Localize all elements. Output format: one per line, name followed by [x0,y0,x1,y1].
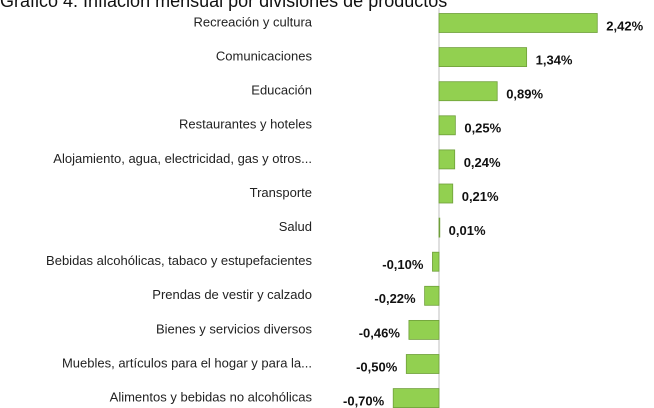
value-label: 1,34% [536,53,573,68]
chart-title: Gráfico 4. Inflación mensual por divisio… [0,0,447,11]
bar [432,251,440,272]
category-label: Transporte [250,185,312,200]
category-label: Alojamiento, agua, electricidad, gas y o… [53,151,312,166]
bar [438,47,528,67]
bar [438,149,456,170]
value-label: 2,42% [606,18,643,33]
value-label: 0,01% [449,223,486,238]
bar [405,354,440,374]
category-label: Recreación y cultura [194,14,313,29]
bar [408,319,440,340]
bar [438,115,456,136]
value-label: 0,89% [506,87,543,102]
bar [438,183,454,204]
value-label: 0,21% [462,189,499,204]
category-label: Comunicaciones [216,49,313,64]
category-label: Muebles, artículos para el hogar y para … [62,355,312,370]
value-label: 0,24% [464,155,501,170]
bar [424,285,440,306]
value-label: -0,70% [343,394,385,408]
value-label: 0,25% [464,121,501,136]
category-label: Educación [251,83,312,98]
category-label: Restaurantes y hoteles [179,117,312,132]
category-label: Bebidas alcohólicas, tabaco y estupefaci… [46,253,312,268]
bar [392,388,440,408]
value-label: -0,46% [359,325,401,340]
category-label: Bienes y servicios diversos [156,321,313,336]
value-label: -0,10% [382,257,424,272]
value-label: -0,22% [374,291,416,306]
bar [438,81,498,102]
category-label: Prendas de vestir y calzado [152,287,312,302]
bar [438,13,598,33]
bar [438,217,441,238]
category-label: Salud [279,219,312,234]
category-label: Alimentos y bebidas no alcohólicas [110,390,313,405]
value-label: -0,50% [356,359,398,374]
